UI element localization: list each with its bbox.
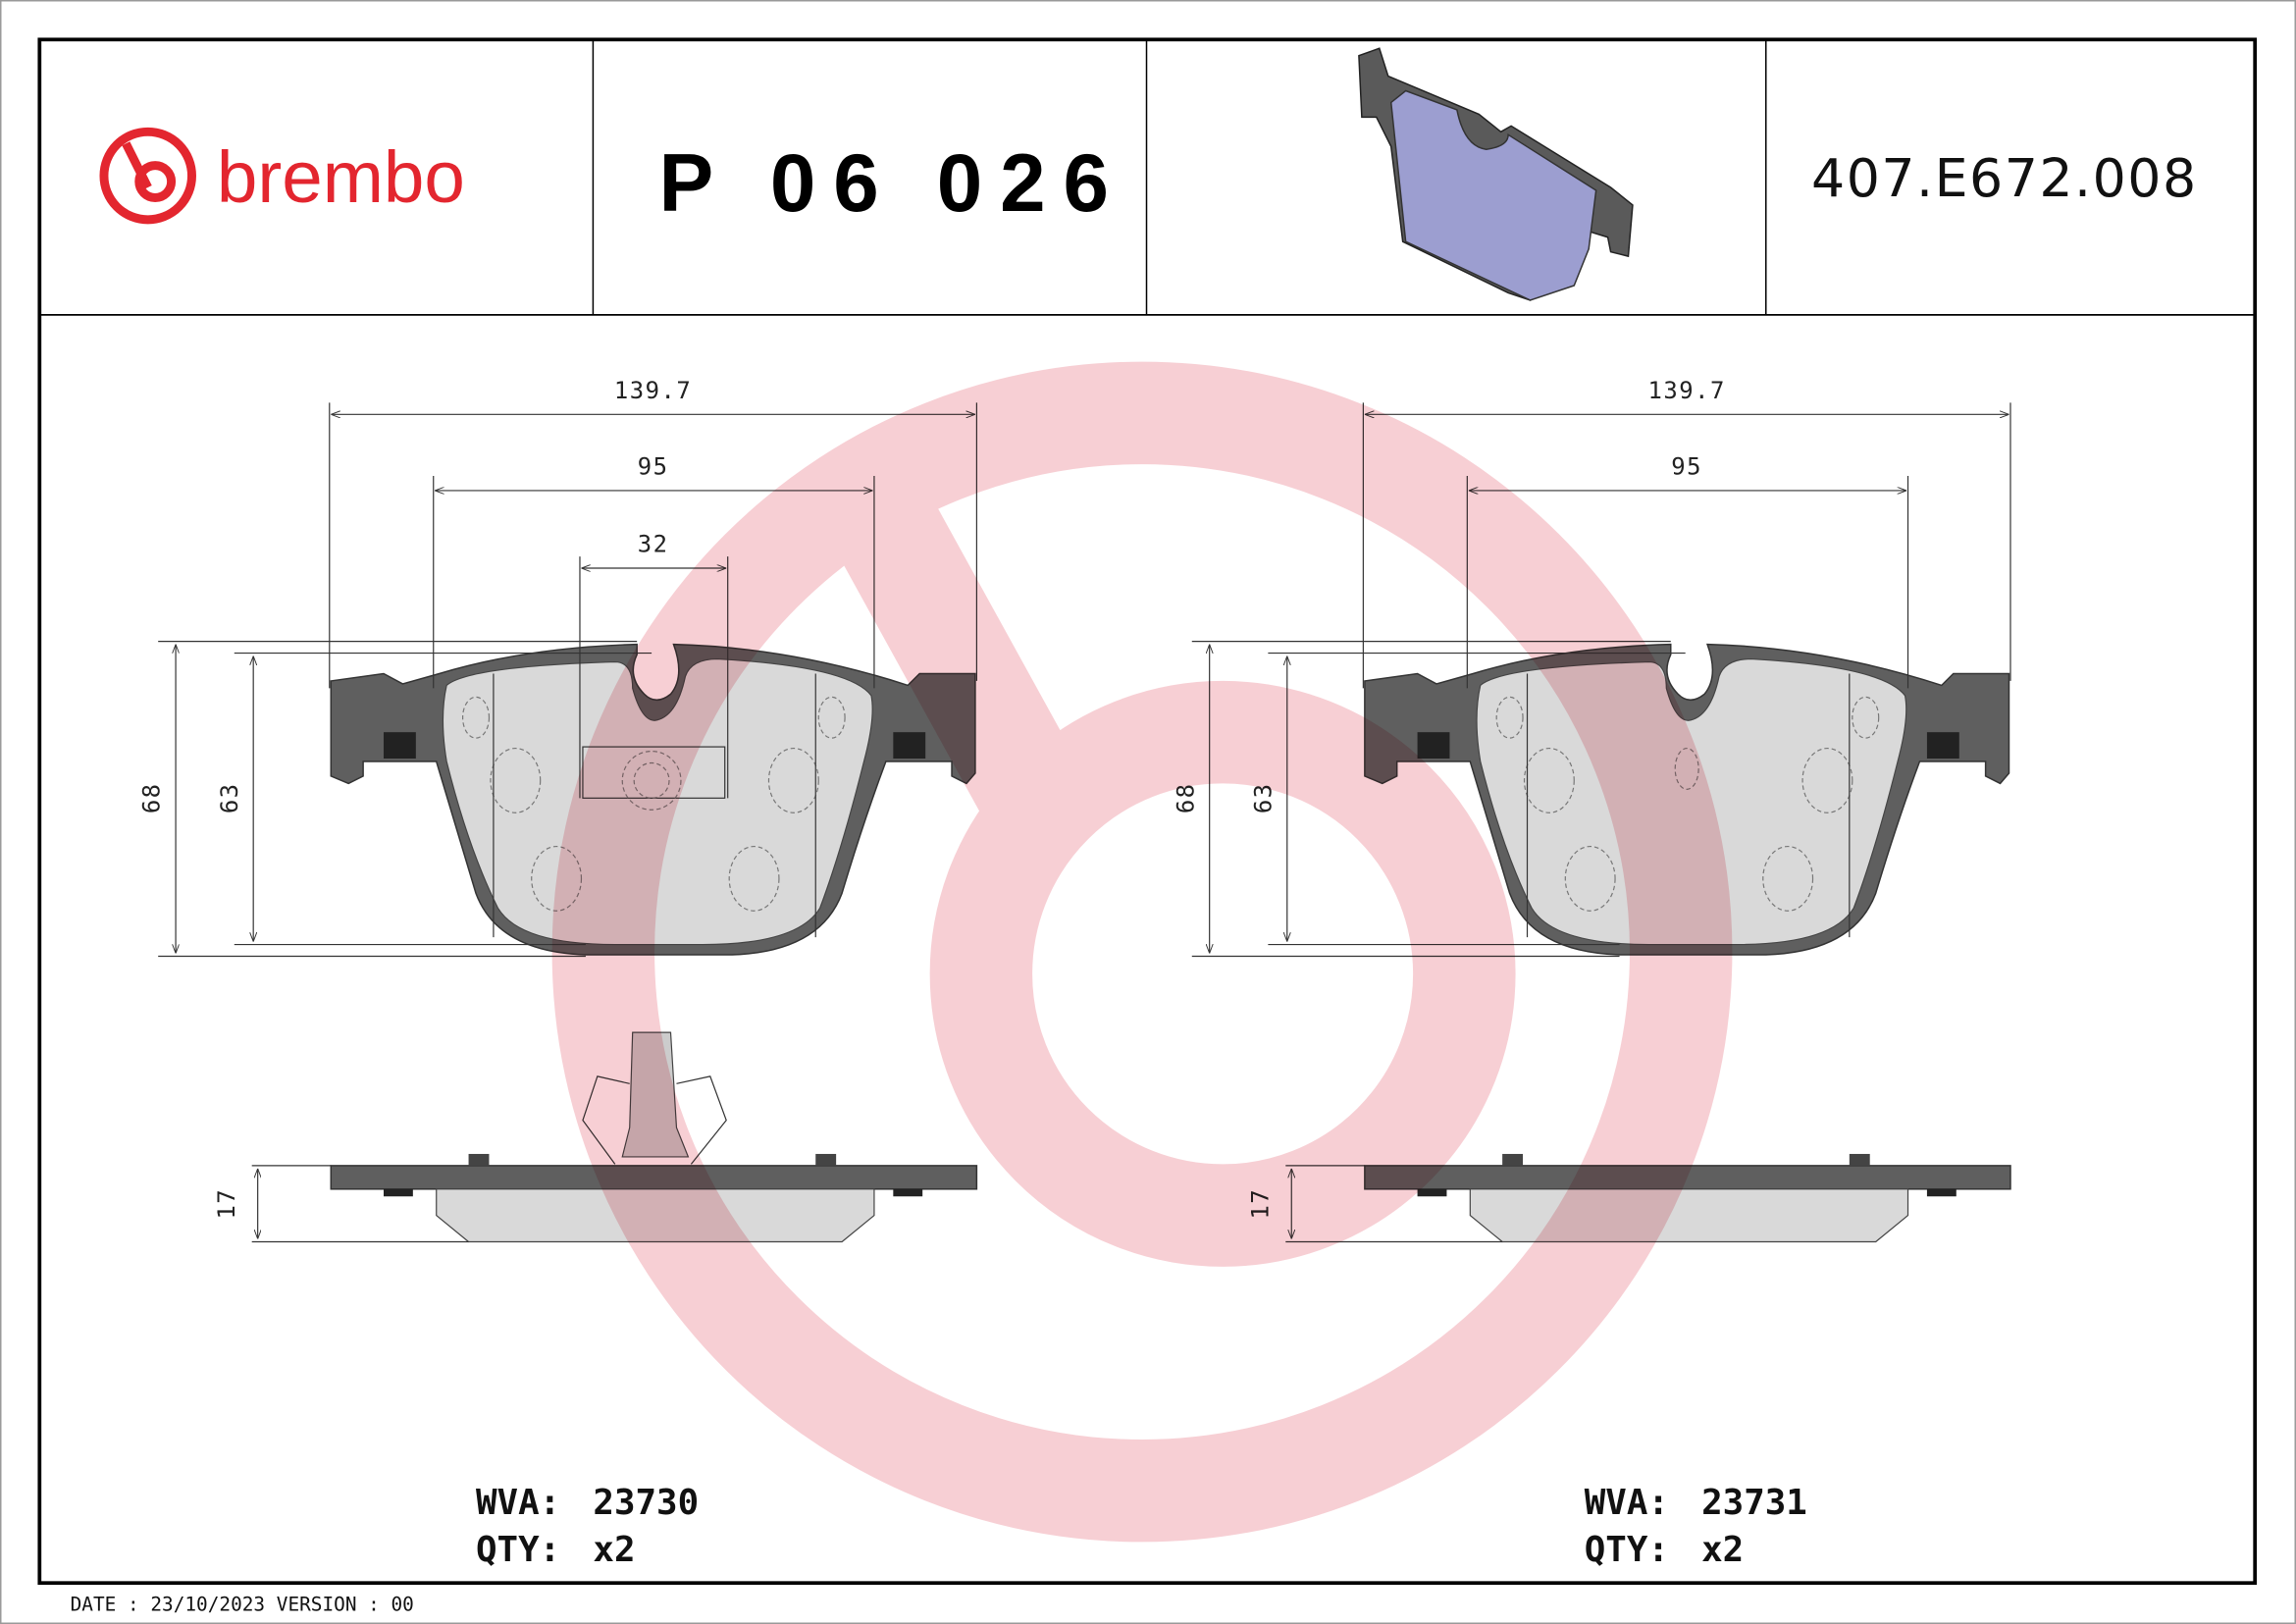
brembo-logo-watermark xyxy=(551,361,1733,1543)
date-version: DATE : 23/10/2023 VERSION : 00 xyxy=(71,1594,414,1616)
dim-overall-width: 139.7 xyxy=(614,377,692,404)
left-pad-info: WVA: 23730 QTY: x2 xyxy=(476,1483,699,1570)
wva-label: WVA: xyxy=(476,1483,560,1523)
wva-value: 23731 xyxy=(1701,1483,1807,1523)
pad-3d-illustration xyxy=(1358,47,1634,301)
dim-mid-width: 95 xyxy=(1671,453,1702,481)
dim-mid-width: 95 xyxy=(638,453,669,481)
part-number: P 06 026 xyxy=(659,136,1126,229)
wva-label: WVA: xyxy=(1585,1483,1669,1523)
dim-sensor-width: 32 xyxy=(638,531,669,558)
reference-number: 407.E672.008 xyxy=(1811,147,2198,209)
qty-label: QTY: xyxy=(1585,1530,1669,1570)
qty-value: x2 xyxy=(593,1530,635,1570)
brand-name: brembo xyxy=(217,135,465,218)
brembo-logo-icon xyxy=(99,127,196,225)
qty-value: x2 xyxy=(1701,1530,1744,1570)
qty-label: QTY: xyxy=(476,1530,560,1570)
dim-height-total: 68 xyxy=(138,782,166,813)
dim-overall-width: 139.7 xyxy=(1648,377,1726,404)
wva-value: 23730 xyxy=(593,1483,699,1523)
brembo-logo: brembo xyxy=(99,127,465,225)
dim-height-friction: 63 xyxy=(216,782,243,813)
title-frame xyxy=(37,37,2258,1586)
right-pad-info: WVA: 23731 QTY: x2 xyxy=(1585,1483,1807,1570)
dim-thickness: 17 xyxy=(213,1188,240,1220)
